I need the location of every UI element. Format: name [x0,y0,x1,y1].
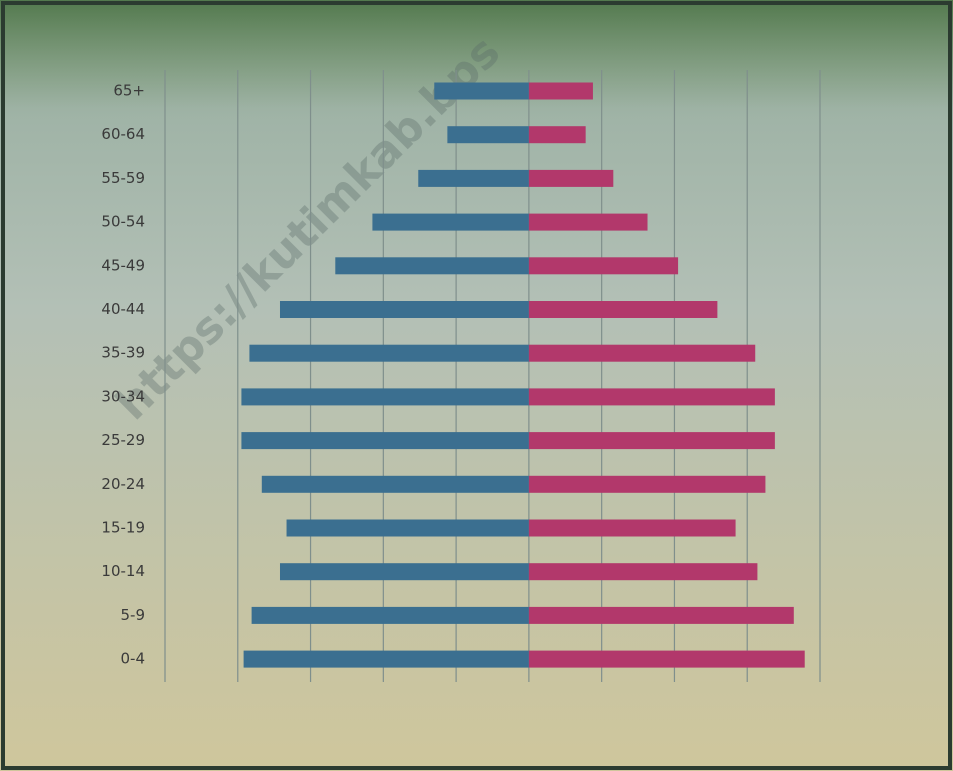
bar [261,475,529,493]
y-tick-label: 0-4 [121,650,146,668]
bar [434,82,529,100]
bar [251,606,529,624]
bar [241,432,529,450]
bar [279,563,529,581]
bar [528,82,593,100]
bar [372,213,529,231]
y-tick-label: 30-34 [101,387,145,405]
bar [528,432,775,450]
y-tick-label: 40-44 [101,300,145,318]
bar [241,388,529,406]
bar [335,257,529,275]
bar [528,301,718,318]
y-tick-label: 20-24 [101,475,145,493]
y-tick-label: 15-19 [101,519,145,537]
bar [418,169,529,187]
bar [528,606,794,624]
y-tick-label: 60-64 [101,125,145,143]
bar [528,563,758,581]
bar [528,126,586,144]
bar [528,344,756,362]
bar [528,213,648,231]
y-tick-label: 35-39 [101,344,145,362]
bar [447,126,529,144]
y-tick-label: 55-59 [101,169,145,187]
bar [286,519,529,537]
bar [528,169,614,187]
y-tick-label: 45-49 [101,256,145,274]
bar [528,519,736,537]
y-tick-label: 10-14 [101,562,145,580]
y-tick-label: 25-29 [101,431,145,449]
bar [279,301,529,318]
background-trees [0,0,953,120]
bar [528,388,775,406]
y-tick-label: 5-9 [121,606,146,624]
bar [249,344,529,362]
bar [528,257,679,275]
bar [243,650,529,668]
y-tick-label: 65+ [113,82,145,100]
y-tick-label: 50-54 [101,213,145,231]
bar [528,475,766,493]
bar [528,650,805,668]
